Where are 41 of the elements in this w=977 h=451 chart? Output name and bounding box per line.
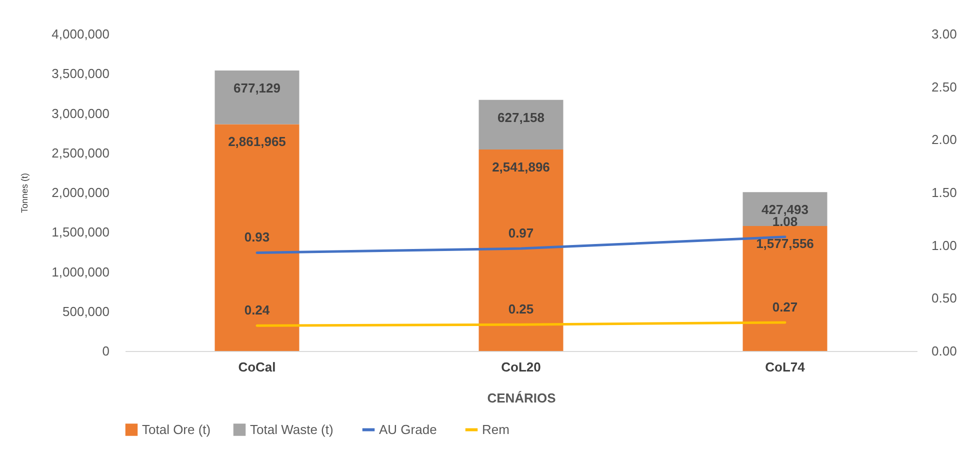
legend-label: AU Grade xyxy=(379,422,437,437)
x-axis-title: CENÁRIOS xyxy=(487,390,556,406)
data-label: 0.97 xyxy=(508,226,534,241)
y2-tick-label: 3.00 xyxy=(932,26,957,42)
data-label: 0.93 xyxy=(244,230,270,245)
bar xyxy=(742,226,828,351)
bar xyxy=(478,100,564,150)
y2-tick-label: 2.00 xyxy=(932,132,957,148)
y2-tick-label: 2.50 xyxy=(932,79,957,94)
data-label: 0.27 xyxy=(772,299,798,314)
y-tick-label: 2,000,000 xyxy=(52,185,110,200)
data-label: 427,493 xyxy=(762,202,808,218)
y2-tick-label: 0.00 xyxy=(932,344,957,358)
y-tick-label: 1,000,000 xyxy=(52,264,110,280)
x-tick-label: CoL20 xyxy=(501,360,541,374)
x-tick-label: CoL74 xyxy=(765,360,806,374)
data-label: 2,861,965 xyxy=(228,134,286,150)
x-tick-label: CoCal xyxy=(238,360,276,374)
data-label: 0.24 xyxy=(244,302,270,318)
y-axis-title: Tonnes (t) xyxy=(20,172,30,214)
y-tick-label: 4,000,000 xyxy=(52,26,110,42)
y2-tick-label: 1.00 xyxy=(932,238,957,253)
y-tick-label: 500,000 xyxy=(62,304,110,319)
data-label: 627,158 xyxy=(498,110,544,125)
y-tick-label: 3,500,000 xyxy=(52,66,110,82)
bar xyxy=(214,70,300,124)
data-label: 2,541,896 xyxy=(492,160,550,175)
data-label: 1,577,556 xyxy=(756,236,814,251)
y-tick-label: 0 xyxy=(102,344,110,358)
y-tick-label: 2,500,000 xyxy=(52,145,110,160)
legend-label: Total Waste (t) xyxy=(250,422,334,437)
bar xyxy=(478,150,564,351)
data-label: 0.25 xyxy=(508,302,534,317)
data-label: 677,129 xyxy=(234,80,280,96)
bar xyxy=(214,124,300,351)
y-tick-label: 3,000,000 xyxy=(52,106,110,121)
legend-label: Rem xyxy=(482,422,510,437)
legend-label: Total Ore (t) xyxy=(142,422,211,437)
y2-tick-label: 1.50 xyxy=(932,185,957,200)
y2-tick-label: 0.50 xyxy=(932,290,957,306)
y-tick-label: 1,500,000 xyxy=(52,224,110,240)
